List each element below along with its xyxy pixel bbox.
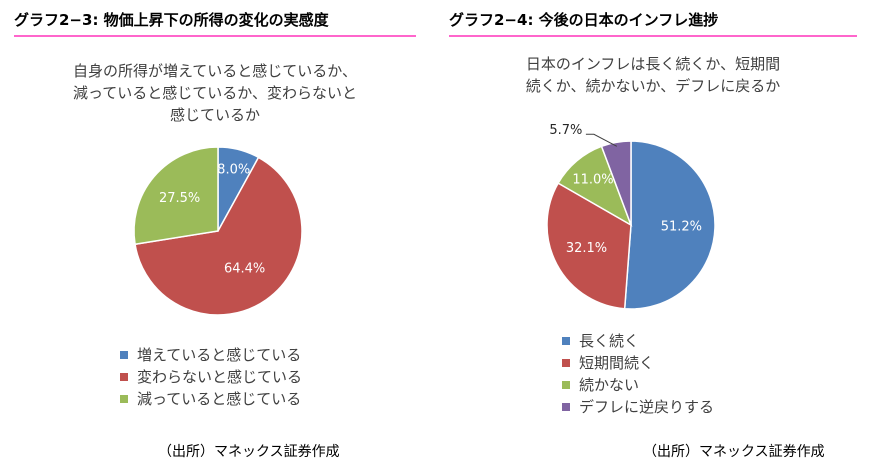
right-data-label-0: 51.2% — [661, 219, 702, 234]
right-legend-swatch-3 — [562, 403, 570, 411]
right-legend-item-1: 短期間続く — [562, 352, 714, 374]
right-slice-0 — [623, 140, 716, 310]
right-legend-label-3: デフレに逆戻りする — [579, 398, 715, 416]
left-source-note: （出所）マネックス証券作成 — [158, 444, 340, 460]
left-legend-swatch-1 — [120, 373, 128, 381]
right-data-label-3: 5.7% — [549, 123, 582, 138]
right-data-label-1: 32.1% — [566, 241, 607, 256]
right-title-line-1: 日本のインフレは長く続くか、短期間 — [525, 55, 781, 73]
right-chart-header: グラフ2−4: 今後の日本のインフレ進捗 — [449, 9, 857, 37]
right-legend-label-0: 長く続く — [579, 332, 640, 350]
right-legend-label-1: 短期間続く — [579, 354, 655, 372]
left-legend-label-0: 増えていると感じている — [137, 346, 302, 364]
right-legend: 長く続く短期間続く続かないデフレに逆戻りする — [562, 330, 714, 418]
left-chart-title: 自身の所得が増えていると感じているか、 減っていると感じているか、変わらないと … — [0, 60, 430, 126]
left-legend-swatch-0 — [120, 351, 128, 359]
left-legend-item-2: 減っていると感じている — [120, 388, 302, 410]
left-chart-header: グラフ2−3: 物価上昇下の所得の変化の実感度 — [14, 9, 416, 37]
left-legend-label-2: 減っていると感じている — [137, 390, 302, 408]
left-data-label-2: 27.5% — [159, 191, 200, 206]
left-title-line-2: 減っていると感じているか、変わらないと — [73, 84, 357, 102]
right-legend-swatch-2 — [562, 381, 570, 389]
left-slice-2 — [133, 146, 219, 246]
right-leader-line-3 — [585, 133, 618, 147]
right-legend-item-0: 長く続く — [562, 330, 714, 352]
left-legend-item-0: 増えていると感じている — [120, 344, 302, 366]
right-legend-label-2: 続かない — [579, 376, 640, 394]
right-slice-3 — [600, 140, 632, 226]
left-data-label-0: 8.0% — [217, 163, 250, 178]
left-data-label-1: 64.4% — [224, 261, 265, 276]
right-legend-swatch-0 — [562, 337, 570, 345]
right-chart-panel: グラフ2−4: 今後の日本のインフレ進捗 日本のインフレは長く続くか、短期間 続… — [435, 0, 871, 475]
left-legend: 増えていると感じている 変わらないと感じている 減っていると感じている — [120, 344, 302, 410]
right-data-label-2: 11.0% — [572, 173, 613, 188]
right-slice-1 — [546, 182, 632, 310]
right-chart-title: 日本のインフレは長く続くか、短期間 続くか、続かないか、デフレに戻るか — [435, 53, 871, 97]
right-legend-item-2: 続かない — [562, 374, 714, 396]
right-legend-item-3: デフレに逆戻りする — [562, 396, 714, 418]
right-source-note: （出所）マネックス証券作成 — [643, 444, 825, 460]
left-legend-swatch-2 — [120, 395, 128, 403]
left-pie-chart: 8.0% 64.4% 27.5% — [133, 146, 303, 316]
right-legend-swatch-1 — [562, 359, 570, 367]
left-legend-label-1: 変わらないと感じている — [137, 368, 303, 386]
left-chart-panel: グラフ2−3: 物価上昇下の所得の変化の実感度 自身の所得が増えていると感じてい… — [0, 0, 430, 475]
left-title-line-3: 感じているか — [169, 106, 260, 124]
left-slice-1 — [134, 156, 303, 316]
right-pie-chart: 51.2% 32.1% 11.0% 5.7% — [546, 123, 716, 310]
left-title-line-1: 自身の所得が増えていると感じているか、 — [73, 62, 357, 80]
left-legend-item-1: 変わらないと感じている — [120, 366, 302, 388]
right-title-line-2: 続くか、続かないか、デフレに戻るか — [525, 77, 781, 95]
